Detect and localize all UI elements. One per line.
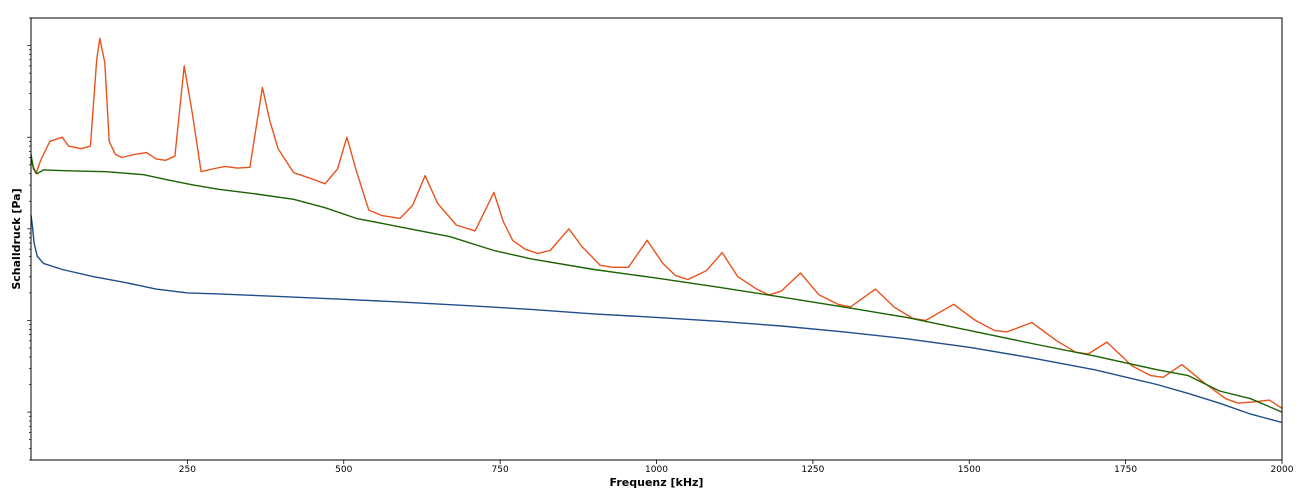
y-axis — [27, 17, 31, 461]
series-line-3 — [30, 215, 1283, 424]
y-axis-label: Schalldruck [Pa] — [10, 188, 23, 289]
series-line-1 — [30, 37, 1283, 409]
x-tick-label: 750 — [492, 465, 509, 475]
plot-area — [30, 37, 1283, 424]
x-tick-label: 1750 — [1114, 465, 1137, 475]
plot-frame — [30, 17, 1283, 461]
x-tick-label: 1000 — [645, 465, 668, 475]
x-tick-label: 1500 — [958, 465, 981, 475]
x-tick-label: 2000 — [1271, 465, 1294, 475]
x-tick-label: 500 — [335, 465, 352, 475]
x-tick-label: 1250 — [801, 465, 824, 475]
x-axis-label: Frequenz [kHz] — [610, 476, 704, 489]
x-axis: 250 500 750 1000 1250 1500 1750 2000 — [179, 460, 1294, 475]
series-line-2 — [30, 154, 1283, 413]
x-tick-label: 250 — [179, 465, 196, 475]
